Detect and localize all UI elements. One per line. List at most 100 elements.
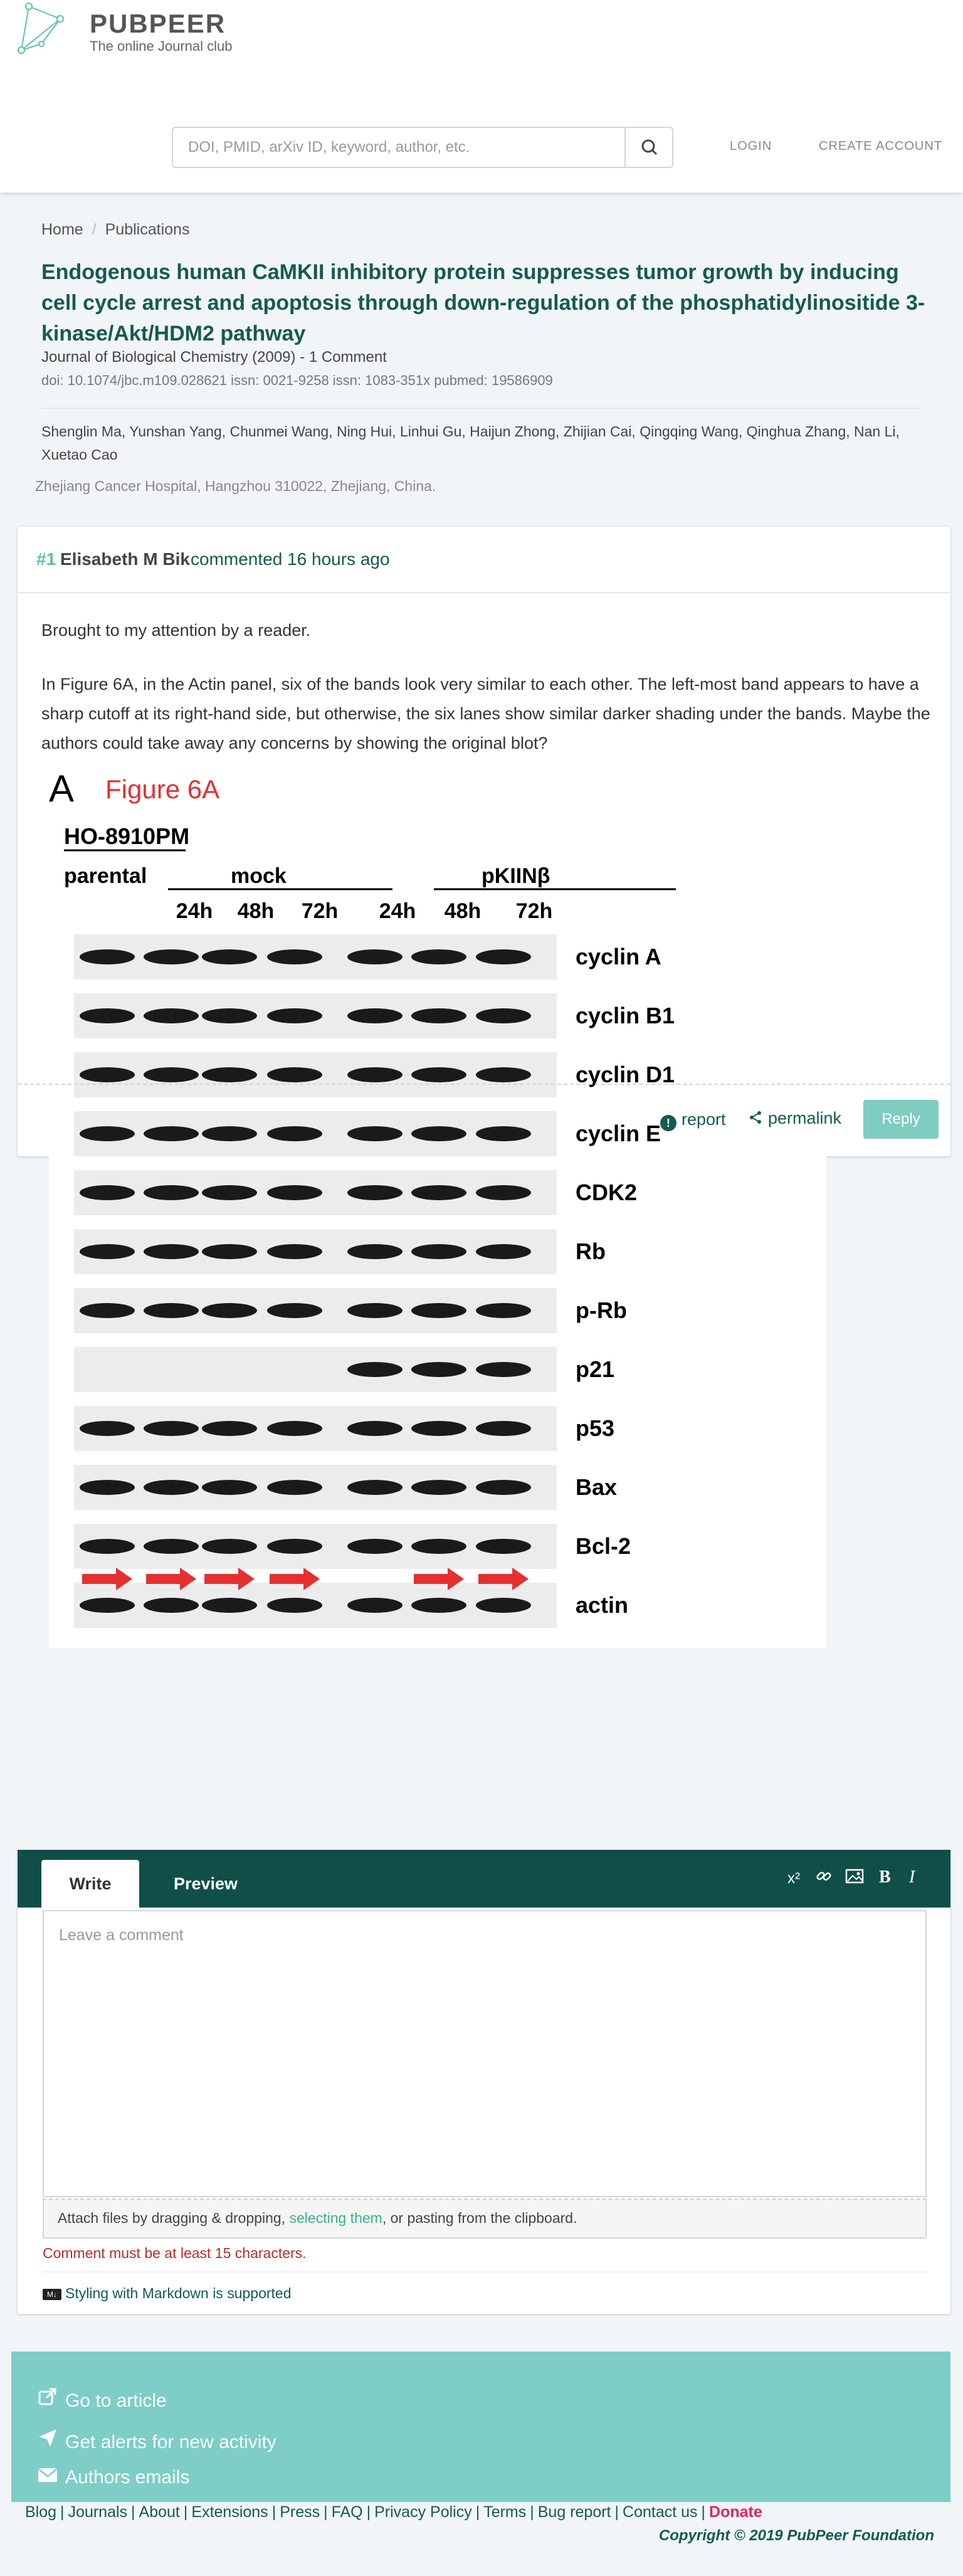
western-blot-figure[interactable]: A Figure 6A HO-8910PM parental mock pKII… (49, 770, 826, 1648)
blot-band (411, 1480, 466, 1495)
blot-band (267, 1598, 322, 1613)
blot-band (202, 1244, 257, 1259)
comment-header: #1 Elisabeth M Bik commented 16 hours ag… (18, 527, 950, 593)
attach-text: Attach files by dragging & dropping, (58, 2210, 290, 2226)
attach-files-bar[interactable]: Attach files by dragging & dropping, sel… (43, 2199, 927, 2239)
footer-link[interactable]: Terms (483, 2503, 527, 2521)
blot-band (80, 949, 135, 964)
paper-title[interactable]: Endogenous human CaMKII inhibitory prote… (41, 260, 925, 346)
superscript-button[interactable]: x² (787, 1870, 800, 1887)
footer-link[interactable]: Press (280, 2503, 320, 2521)
blot-band (267, 1480, 322, 1495)
breadcrumb-publications[interactable]: Publications (105, 221, 190, 238)
create-account-link[interactable]: CREATE ACCOUNT (819, 139, 942, 153)
comment-author[interactable]: Elisabeth M Bik (60, 549, 190, 569)
footer-link[interactable]: Extensions (191, 2503, 268, 2521)
blot-row-label: cyclin A (576, 944, 661, 969)
footer-link[interactable]: Privacy Policy (374, 2503, 472, 2521)
footer-link[interactable]: FAQ (331, 2503, 363, 2521)
search-button[interactable] (624, 128, 672, 167)
blot-band (347, 1539, 403, 1554)
blot-band (347, 1421, 403, 1436)
blot-band (144, 1126, 199, 1141)
link-button[interactable] (815, 1867, 833, 1889)
blot-band (202, 1539, 257, 1554)
footer-link[interactable]: About (139, 2503, 180, 2521)
footer-link[interactable]: Journals (68, 2503, 128, 2521)
figure-parental-label: parental (64, 864, 147, 888)
markdown-hint[interactable]: M↓ Styling with Markdown is supported (43, 2285, 292, 2302)
blot-band (411, 1539, 466, 1554)
blot-band (347, 1303, 403, 1318)
figure-caption: Figure 6A (105, 774, 219, 804)
blot-band (202, 1598, 257, 1613)
brand-name[interactable]: PUBPEER (90, 9, 226, 38)
blot-band (411, 1008, 466, 1023)
blot-row-label: p21 (576, 1356, 614, 1382)
figure-panel-letter: A (49, 770, 74, 810)
paper-authors: Shenglin Ma, Yunshan Yang, Chunmei Wang,… (41, 423, 900, 463)
blot-band (347, 1067, 403, 1082)
footer-link[interactable]: Blog (25, 2503, 57, 2521)
timepoint-label: 48h (238, 899, 275, 923)
comment-textarea[interactable] (44, 1911, 925, 2180)
editor-toolbar: Write Preview x² B I (18, 1850, 950, 1908)
image-button[interactable] (845, 1867, 864, 1889)
blot-band (347, 1008, 403, 1023)
footer-separator: | (701, 2503, 706, 2521)
blot-band (267, 1008, 322, 1023)
blot-band (476, 1008, 531, 1023)
blot-band (476, 1539, 531, 1554)
red-arrow-annotation (270, 1568, 320, 1590)
footer-separator: | (131, 2503, 135, 2521)
blot-row-label: Bcl-2 (576, 1533, 631, 1559)
pubpeer-logo-icon[interactable] (16, 0, 66, 63)
blot-band (476, 1067, 531, 1082)
markdown-icon: M↓ (43, 2288, 61, 2300)
blot-band (411, 1067, 466, 1082)
bold-button[interactable]: B (879, 1867, 891, 1887)
timepoint-label: 48h (445, 899, 482, 923)
permalink-link[interactable]: permalink (748, 1109, 841, 1128)
blot-band (347, 1480, 403, 1495)
timepoint-label: 24h (176, 899, 213, 923)
footer-separator: | (271, 2503, 276, 2521)
image-icon (845, 1869, 864, 1884)
search-box (172, 127, 673, 168)
footer-separator: | (183, 2503, 188, 2521)
footer-link[interactable]: Contact us (623, 2503, 698, 2521)
italic-button[interactable]: I (909, 1867, 915, 1887)
authors-emails-link[interactable]: Authors emails (36, 2467, 189, 2488)
blot-band (202, 1126, 257, 1141)
blot-band (347, 1244, 403, 1259)
donate-link[interactable]: Donate (709, 2503, 762, 2521)
footer-link[interactable]: Bug report (537, 2503, 611, 2521)
paper-affiliation: Zhejiang Cancer Hospital, Hangzhou 31002… (35, 478, 436, 494)
go-to-article-link[interactable]: Go to article (36, 2387, 167, 2412)
search-input[interactable] (173, 128, 624, 167)
reply-button[interactable]: Reply (863, 1100, 939, 1139)
tab-write[interactable]: Write (41, 1860, 139, 1908)
blot-band (267, 1539, 322, 1554)
blot-band (202, 1303, 257, 1318)
blot-band (411, 1303, 466, 1318)
blot-band (202, 1008, 257, 1023)
report-link[interactable]: ! report (660, 1110, 726, 1131)
blot-row-label: CDK2 (576, 1180, 637, 1205)
comment-number[interactable]: #1 (36, 549, 56, 569)
blot-band (347, 949, 403, 964)
blot-band (202, 949, 257, 964)
blot-band (267, 1185, 322, 1200)
tab-preview[interactable]: Preview (173, 1874, 238, 1893)
breadcrumb-home[interactable]: Home (41, 221, 83, 238)
login-link[interactable]: LOGIN (730, 139, 772, 153)
figure-cell-line: HO-8910PM (64, 823, 189, 849)
blot-band (202, 1421, 257, 1436)
blot-band (267, 1244, 322, 1259)
alerts-link[interactable]: Get alerts for new activity (36, 2428, 276, 2453)
blot-band (476, 1303, 531, 1318)
select-files-link[interactable]: selecting them (289, 2210, 382, 2226)
go-to-article-label: Go to article (65, 2390, 167, 2411)
blot-band (144, 1067, 199, 1082)
blot-row-label: cyclin B1 (576, 1003, 675, 1028)
